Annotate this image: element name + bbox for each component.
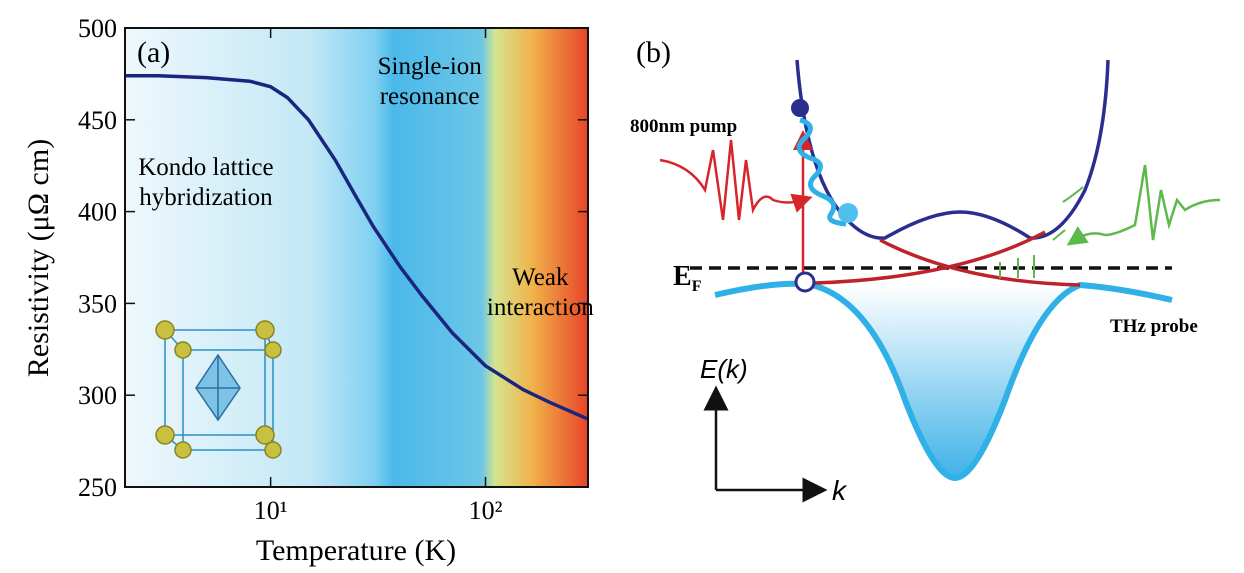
plot-area [125,73,589,421]
crystal-inset [155,320,282,459]
filled-band [812,285,1080,478]
panel-label: (a) [137,36,170,69]
annotation: Single-ion resonance [378,53,483,110]
y-tick-label: 350 [78,289,117,318]
f-band [795,59,1110,240]
y-tick-label: 300 [78,381,117,410]
y-axis-label: Resistivity (μΩ cm) [22,139,55,377]
x-axis-label: Temperature (K) [256,534,456,567]
x-tick-label: 10² [469,496,503,525]
y-tick-label: 250 [78,473,117,502]
annotation-line: Weak [512,264,569,291]
y-tick-label: 400 [78,198,117,227]
plot-frame [124,27,589,488]
panel-label: (b) [636,36,671,69]
relaxed-electron [838,203,858,223]
probe-label: THz probe [1110,316,1198,337]
hole [794,271,816,293]
annotation-line: Single-ion [378,53,483,80]
fermi-label: EF [673,261,702,295]
excited-electron [791,99,809,117]
band-diagram: (b) 800nm pump EF THz probe E(k) k [630,36,1221,506]
hybrid-band [879,238,1081,287]
momentum-axis-label: k [832,475,848,506]
annotation: Weak interaction [487,264,594,321]
fermi-label-main: E [673,261,692,292]
annotation-line: interaction [487,294,594,321]
probe-arrows [1052,186,1084,241]
hybrid-band [814,230,1046,285]
fermi-label-sub: F [692,278,702,295]
annotation-line: Kondo lattice [138,154,273,181]
pump-pulse [659,139,813,221]
annotation: Kondo lattice hybridization [138,154,273,211]
x-tick-label: 10¹ [254,496,288,525]
annotation-line: resonance [380,83,480,110]
y-tick-label: 450 [78,106,117,135]
energy-axis-label: E(k) [700,354,748,384]
data-line [125,73,589,421]
y-tick-label: 500 [78,14,117,43]
probe-pulse [1066,164,1221,246]
annotation-line: hybridization [139,184,273,211]
relaxation-path [796,117,847,227]
pump-label: 800nm pump [630,116,737,137]
plot-background [125,28,588,487]
